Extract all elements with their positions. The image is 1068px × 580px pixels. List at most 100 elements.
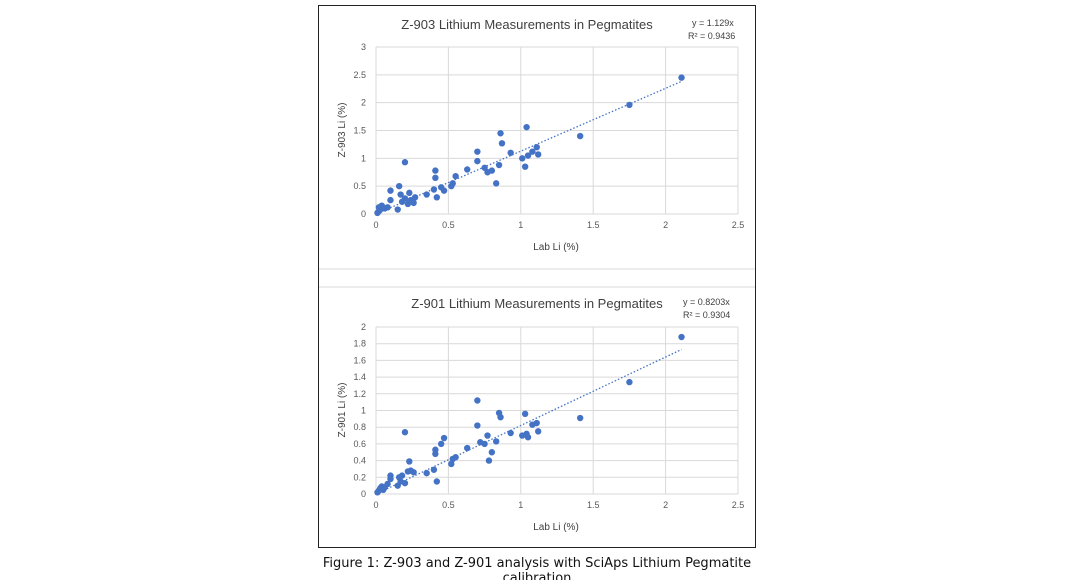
data-point xyxy=(432,174,439,182)
data-point xyxy=(387,472,394,479)
data-point xyxy=(678,74,685,81)
data-point xyxy=(406,458,413,465)
x-tick-label: 0 xyxy=(373,220,378,230)
y-tick-label: 0.2 xyxy=(353,472,366,482)
data-point xyxy=(398,472,406,479)
y-tick-label: 0.6 xyxy=(353,439,366,449)
y-tick-label: 1 xyxy=(361,406,366,416)
y-tick-label: 2.5 xyxy=(353,70,366,80)
data-point xyxy=(678,333,685,341)
trendline-equation: y = 0.8203x xyxy=(683,297,730,307)
data-point xyxy=(440,434,448,442)
data-point xyxy=(410,199,417,207)
data-point xyxy=(524,434,532,441)
x-tick-label: 0.5 xyxy=(442,220,455,230)
data-point xyxy=(437,440,445,448)
data-point xyxy=(464,444,471,452)
data-point xyxy=(440,187,448,194)
y-tick-label: 3 xyxy=(361,42,366,52)
data-point xyxy=(485,457,493,464)
data-point xyxy=(521,410,529,418)
y-tick-label: 1.4 xyxy=(353,372,366,382)
data-point xyxy=(452,172,459,180)
y-tick-label: 1.6 xyxy=(353,355,366,365)
y-tick-label: 0 xyxy=(361,209,366,219)
x-tick-label: 2.5 xyxy=(732,500,745,510)
data-point xyxy=(474,422,481,429)
data-point xyxy=(495,161,503,169)
data-point xyxy=(488,449,496,456)
data-point xyxy=(626,378,633,386)
data-point xyxy=(484,432,491,439)
data-point xyxy=(464,166,471,173)
data-point xyxy=(430,466,438,473)
y-tick-label: 1.8 xyxy=(353,339,366,349)
figure-frame xyxy=(318,5,756,548)
x-tick-label: 0.5 xyxy=(442,500,455,510)
chart-title: Z-901 Lithium Measurements in Pegmatites xyxy=(411,296,663,311)
data-point xyxy=(524,152,532,159)
data-point xyxy=(433,478,441,485)
y-tick-label: 1.5 xyxy=(353,126,366,136)
data-point xyxy=(521,163,529,170)
data-point xyxy=(395,182,403,190)
data-point xyxy=(497,413,504,421)
data-point xyxy=(401,479,409,487)
data-point xyxy=(507,149,514,156)
x-tick-label: 1 xyxy=(518,500,523,510)
data-point xyxy=(430,186,438,193)
data-point xyxy=(410,469,417,476)
data-point xyxy=(397,191,404,198)
x-tick-label: 2.5 xyxy=(732,220,745,230)
data-point xyxy=(626,101,633,109)
y-tick-label: 1 xyxy=(361,153,366,163)
data-point xyxy=(576,132,584,140)
data-point xyxy=(411,194,419,201)
data-point xyxy=(448,460,455,468)
data-point xyxy=(533,419,540,427)
y-tick-label: 0.8 xyxy=(353,422,366,432)
chart-title: Z-903 Lithium Measurements in Pegmatites xyxy=(401,17,653,32)
data-point xyxy=(507,429,514,437)
trendline-r2: R² = 0.9304 xyxy=(683,310,730,320)
y-tick-label: 1.2 xyxy=(353,389,366,399)
data-point xyxy=(534,151,542,158)
x-tick-label: 1 xyxy=(518,220,523,230)
data-point xyxy=(401,159,409,166)
data-point xyxy=(387,187,394,194)
chart-z903: 0 0.5 1 1.5 2 2.5 0 0.5 1 1.5 2 2.5 3 Z-903 Lithium… xyxy=(337,17,744,253)
y-tick-label: 0.4 xyxy=(353,456,366,466)
data-point xyxy=(423,191,430,198)
data-point xyxy=(384,204,391,211)
data-point xyxy=(533,144,540,151)
data-point xyxy=(474,157,481,165)
data-point xyxy=(474,397,481,404)
trendline xyxy=(377,348,682,494)
x-axis-title: Lab Li (%) xyxy=(533,242,579,253)
data-point xyxy=(529,148,536,155)
y-axis-title: Z-901 Li (%) xyxy=(337,382,348,437)
data-point xyxy=(401,429,409,436)
y-tick-label: 0 xyxy=(361,489,366,499)
figure-caption: Figure 1: Z-903 and Z-901 analysis with … xyxy=(322,556,752,580)
x-tick-label: 2 xyxy=(663,220,668,230)
trendline-r2: R² = 0.9436 xyxy=(688,31,735,41)
x-tick-label: 0 xyxy=(373,500,378,510)
data-point xyxy=(519,155,526,162)
data-point xyxy=(492,438,500,445)
data-point xyxy=(492,180,500,187)
data-point xyxy=(432,446,439,453)
data-point xyxy=(576,414,584,422)
data-point xyxy=(497,130,504,137)
data-point xyxy=(481,440,488,448)
y-tick-label: 0.5 xyxy=(353,181,366,191)
data-point xyxy=(387,196,394,204)
x-tick-label: 2 xyxy=(663,500,668,510)
x-axis-title: Lab Li (%) xyxy=(533,522,579,533)
data-point xyxy=(432,167,439,174)
data-point xyxy=(474,148,481,155)
data-point xyxy=(384,480,391,488)
data-point xyxy=(452,454,459,461)
data-point xyxy=(488,167,496,174)
